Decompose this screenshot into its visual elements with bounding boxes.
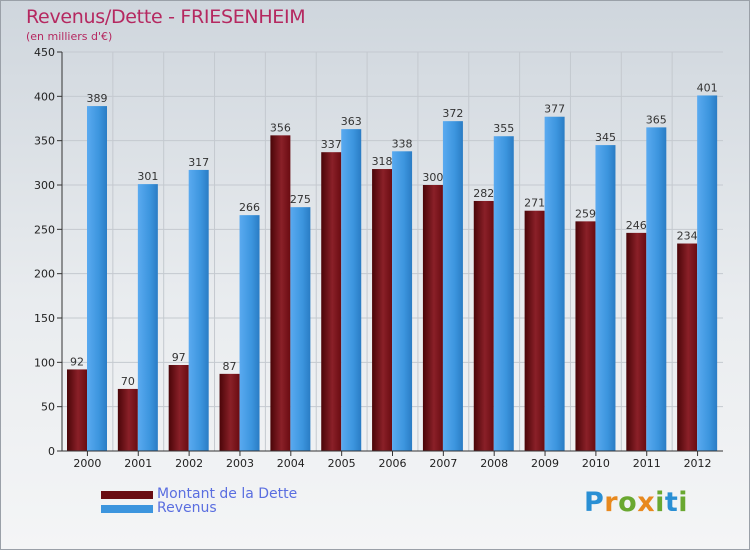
bar-revenus — [595, 145, 616, 451]
x-tick-label: 2009 — [531, 457, 559, 470]
value-label-revenus: 377 — [544, 103, 565, 116]
x-tick-label: 2002 — [175, 457, 203, 470]
value-label-dette: 246 — [626, 219, 647, 232]
value-label-revenus: 372 — [442, 107, 463, 120]
x-tick-label: 2006 — [379, 457, 407, 470]
value-label-dette: 318 — [372, 155, 393, 168]
y-tick-label: 100 — [34, 356, 55, 369]
x-tick-label: 2007 — [429, 457, 457, 470]
bar-revenus — [544, 116, 565, 451]
bar-dette — [219, 373, 240, 451]
bar-dette — [626, 232, 647, 451]
value-label-revenus: 317 — [188, 156, 209, 169]
y-tick-label: 250 — [34, 223, 55, 236]
y-tick-label: 350 — [34, 135, 55, 148]
value-label-revenus: 389 — [87, 92, 108, 105]
bar-dette — [372, 169, 393, 452]
bar-revenus — [493, 136, 514, 451]
chart-title: Revenus/Dette - FRIESENHEIM — [26, 6, 306, 28]
legend-swatch-revenus — [101, 505, 153, 513]
value-label-dette: 97 — [172, 351, 186, 364]
value-label-revenus: 275 — [290, 193, 311, 206]
x-tick-label: 2008 — [480, 457, 508, 470]
bar-dette — [270, 135, 291, 451]
value-label-revenus: 363 — [341, 115, 362, 128]
value-label-revenus: 345 — [595, 131, 616, 144]
y-tick-label: 150 — [34, 312, 55, 325]
value-label-dette: 356 — [270, 121, 291, 134]
value-label-revenus: 301 — [137, 170, 158, 183]
bar-dette — [677, 243, 698, 451]
value-label-dette: 92 — [70, 355, 84, 368]
bar-dette — [422, 185, 443, 451]
legend-swatch-dette — [101, 491, 153, 499]
y-tick-label: 0 — [48, 445, 55, 458]
bar-dette — [321, 152, 342, 451]
bar-revenus — [188, 169, 209, 451]
chart-subtitle: (en milliers d'€) — [26, 30, 113, 43]
y-tick-label: 450 — [34, 46, 55, 59]
x-tick-label: 2012 — [684, 457, 712, 470]
proxiti-logo: Proxiti — [584, 487, 689, 518]
bar-dette — [117, 388, 138, 451]
value-labels: 92 389 70 301 97 317 87 266 356 275 337 363 318 338 30… — [70, 81, 718, 387]
legend-label-dette: Montant de la Dette — [157, 486, 298, 502]
bar-dette — [575, 221, 596, 451]
bar-revenus — [697, 95, 718, 452]
value-label-dette: 70 — [121, 375, 135, 388]
value-label-revenus: 365 — [646, 113, 667, 126]
bar-revenus — [239, 215, 260, 451]
value-label-revenus: 338 — [392, 137, 413, 150]
bar-revenus — [87, 106, 107, 451]
y-tick-label: 300 — [34, 179, 55, 192]
value-label-revenus: 266 — [239, 201, 260, 214]
value-label-dette: 337 — [321, 138, 342, 151]
bar-dette — [524, 210, 545, 451]
bar-revenus — [392, 151, 413, 451]
axes: 0 50 100 150 200 250 300 350 400 450 2000 2001 2002 2… — [34, 46, 723, 470]
bar-revenus — [341, 129, 362, 451]
x-tick-label: 2001 — [124, 457, 152, 470]
value-label-dette: 259 — [575, 207, 596, 220]
x-tick-label: 2004 — [277, 457, 305, 470]
value-label-revenus: 355 — [493, 122, 514, 135]
value-label-dette: 234 — [677, 230, 698, 243]
x-tick-label: 2010 — [582, 457, 610, 470]
x-tick-label: 2011 — [633, 457, 661, 470]
x-tick-label: 2000 — [73, 457, 101, 470]
value-label-dette: 300 — [422, 171, 443, 184]
value-label-dette: 282 — [473, 187, 494, 200]
bar-dette — [67, 369, 87, 451]
bar-revenus — [646, 127, 667, 451]
bars — [67, 95, 718, 452]
value-label-dette: 271 — [524, 197, 545, 210]
bar-dette — [473, 200, 494, 451]
legend-label-revenus: Revenus — [157, 500, 217, 516]
bar-dette — [168, 364, 189, 451]
x-tick-label: 2005 — [328, 457, 356, 470]
value-label-dette: 87 — [223, 360, 237, 373]
bar-revenus — [290, 207, 311, 451]
y-tick-label: 400 — [34, 90, 55, 103]
y-tick-label: 50 — [41, 401, 55, 414]
x-tick-label: 2003 — [226, 457, 254, 470]
y-tick-label: 200 — [34, 268, 55, 281]
bar-revenus — [442, 121, 463, 451]
value-label-revenus: 401 — [697, 81, 718, 94]
bar-revenus — [137, 184, 158, 451]
